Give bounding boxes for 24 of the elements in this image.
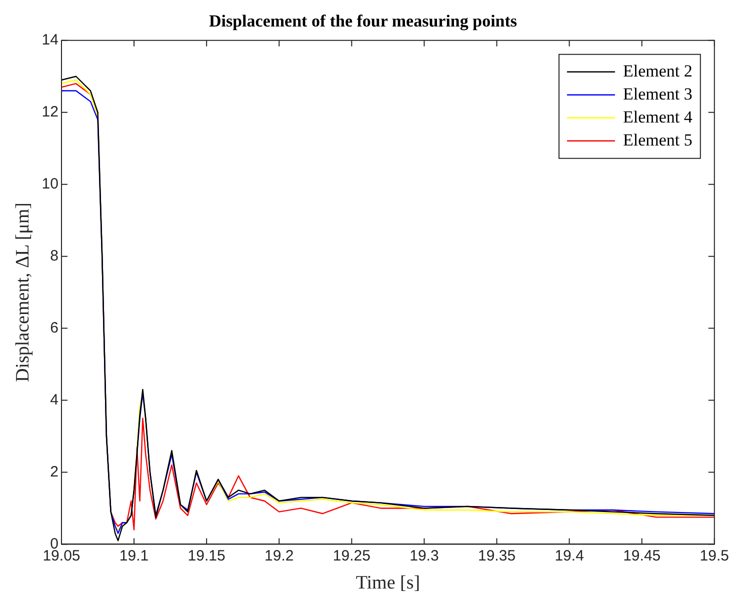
x-tick-label: 19.05 xyxy=(42,547,80,564)
x-tick-label: 19.25 xyxy=(332,547,370,564)
x-tick-label: 19.1 xyxy=(119,547,149,564)
y-tick-label: 6 xyxy=(50,319,58,336)
y-axis-title: Displacement, ΔL [μm] xyxy=(12,202,34,382)
y-tick-label: 14 xyxy=(42,32,58,49)
legend-label: Element 5 xyxy=(623,130,692,150)
x-tick-label: 19.5 xyxy=(700,547,730,564)
legend-label: Element 2 xyxy=(623,61,692,80)
x-tick-label: 19.2 xyxy=(264,547,294,564)
chart-title: Displacement of the four measuring points xyxy=(208,12,518,31)
x-tick-label: 19.45 xyxy=(623,547,661,564)
y-tick-label: 2 xyxy=(50,463,58,480)
x-tick-label: 19.3 xyxy=(410,547,439,564)
x-tick-label: 19.4 xyxy=(554,547,584,564)
y-tick-label: 10 xyxy=(42,175,58,192)
x-axis-title: Time [s] xyxy=(356,572,420,594)
x-tick-label: 19.35 xyxy=(478,547,516,564)
legend-label: Element 3 xyxy=(623,84,692,104)
x-tick-label: 19.15 xyxy=(188,547,226,564)
y-tick-label: 12 xyxy=(42,104,58,121)
y-tick-label: 4 xyxy=(50,391,58,408)
legend-label: Element 4 xyxy=(623,107,693,126)
y-tick-label: 8 xyxy=(50,247,58,264)
